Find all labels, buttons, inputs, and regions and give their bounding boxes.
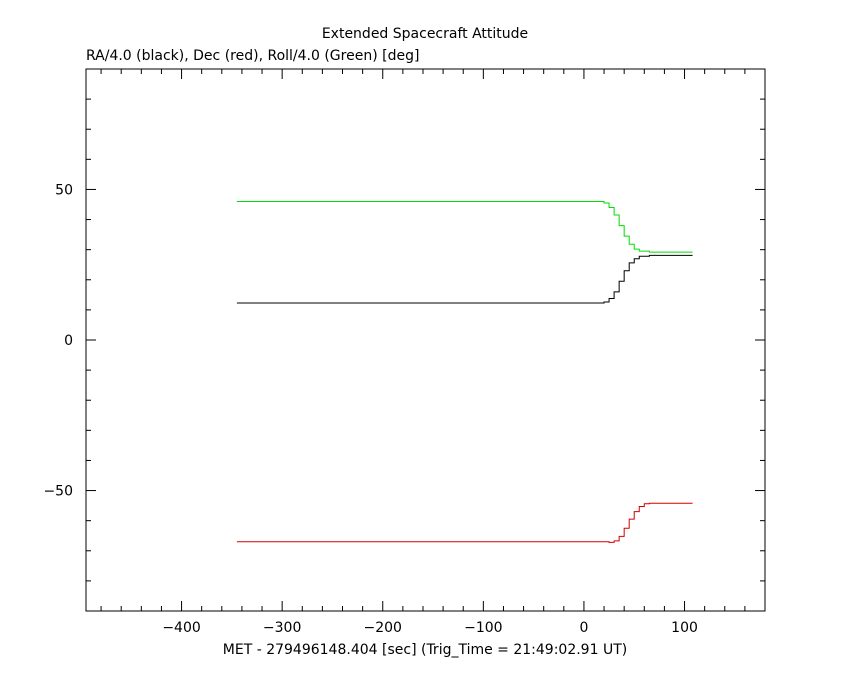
x-axis-label: MET - 279496148.404 [sec] (Trig_Time = 2… bbox=[223, 642, 627, 658]
x-tick-label: −200 bbox=[364, 620, 402, 636]
data-series bbox=[236, 200, 693, 543]
tick-labels: −400 −300 −200 −100 0 100 −50 0 50 bbox=[43, 182, 697, 636]
x-tick-label: 0 bbox=[579, 620, 588, 636]
x-tick-label: −300 bbox=[263, 620, 301, 636]
y-tick-label: 50 bbox=[55, 182, 73, 198]
x-tick-label: −100 bbox=[464, 620, 502, 636]
x-tick-label: −400 bbox=[162, 620, 200, 636]
y-tick-label: −50 bbox=[43, 484, 73, 500]
y-tick-label: 0 bbox=[64, 333, 73, 349]
chart-title: Extended Spacecraft Attitude bbox=[322, 26, 528, 42]
x-tick-label: 100 bbox=[671, 620, 698, 636]
axis-ticks bbox=[86, 69, 766, 611]
y-axis-label: RA/4.0 (black), Dec (red), Roll/4.0 (Gre… bbox=[86, 48, 419, 64]
series-line bbox=[236, 502, 693, 543]
series-line bbox=[236, 200, 693, 253]
series-line bbox=[236, 254, 693, 304]
plot-frame bbox=[85, 68, 766, 612]
